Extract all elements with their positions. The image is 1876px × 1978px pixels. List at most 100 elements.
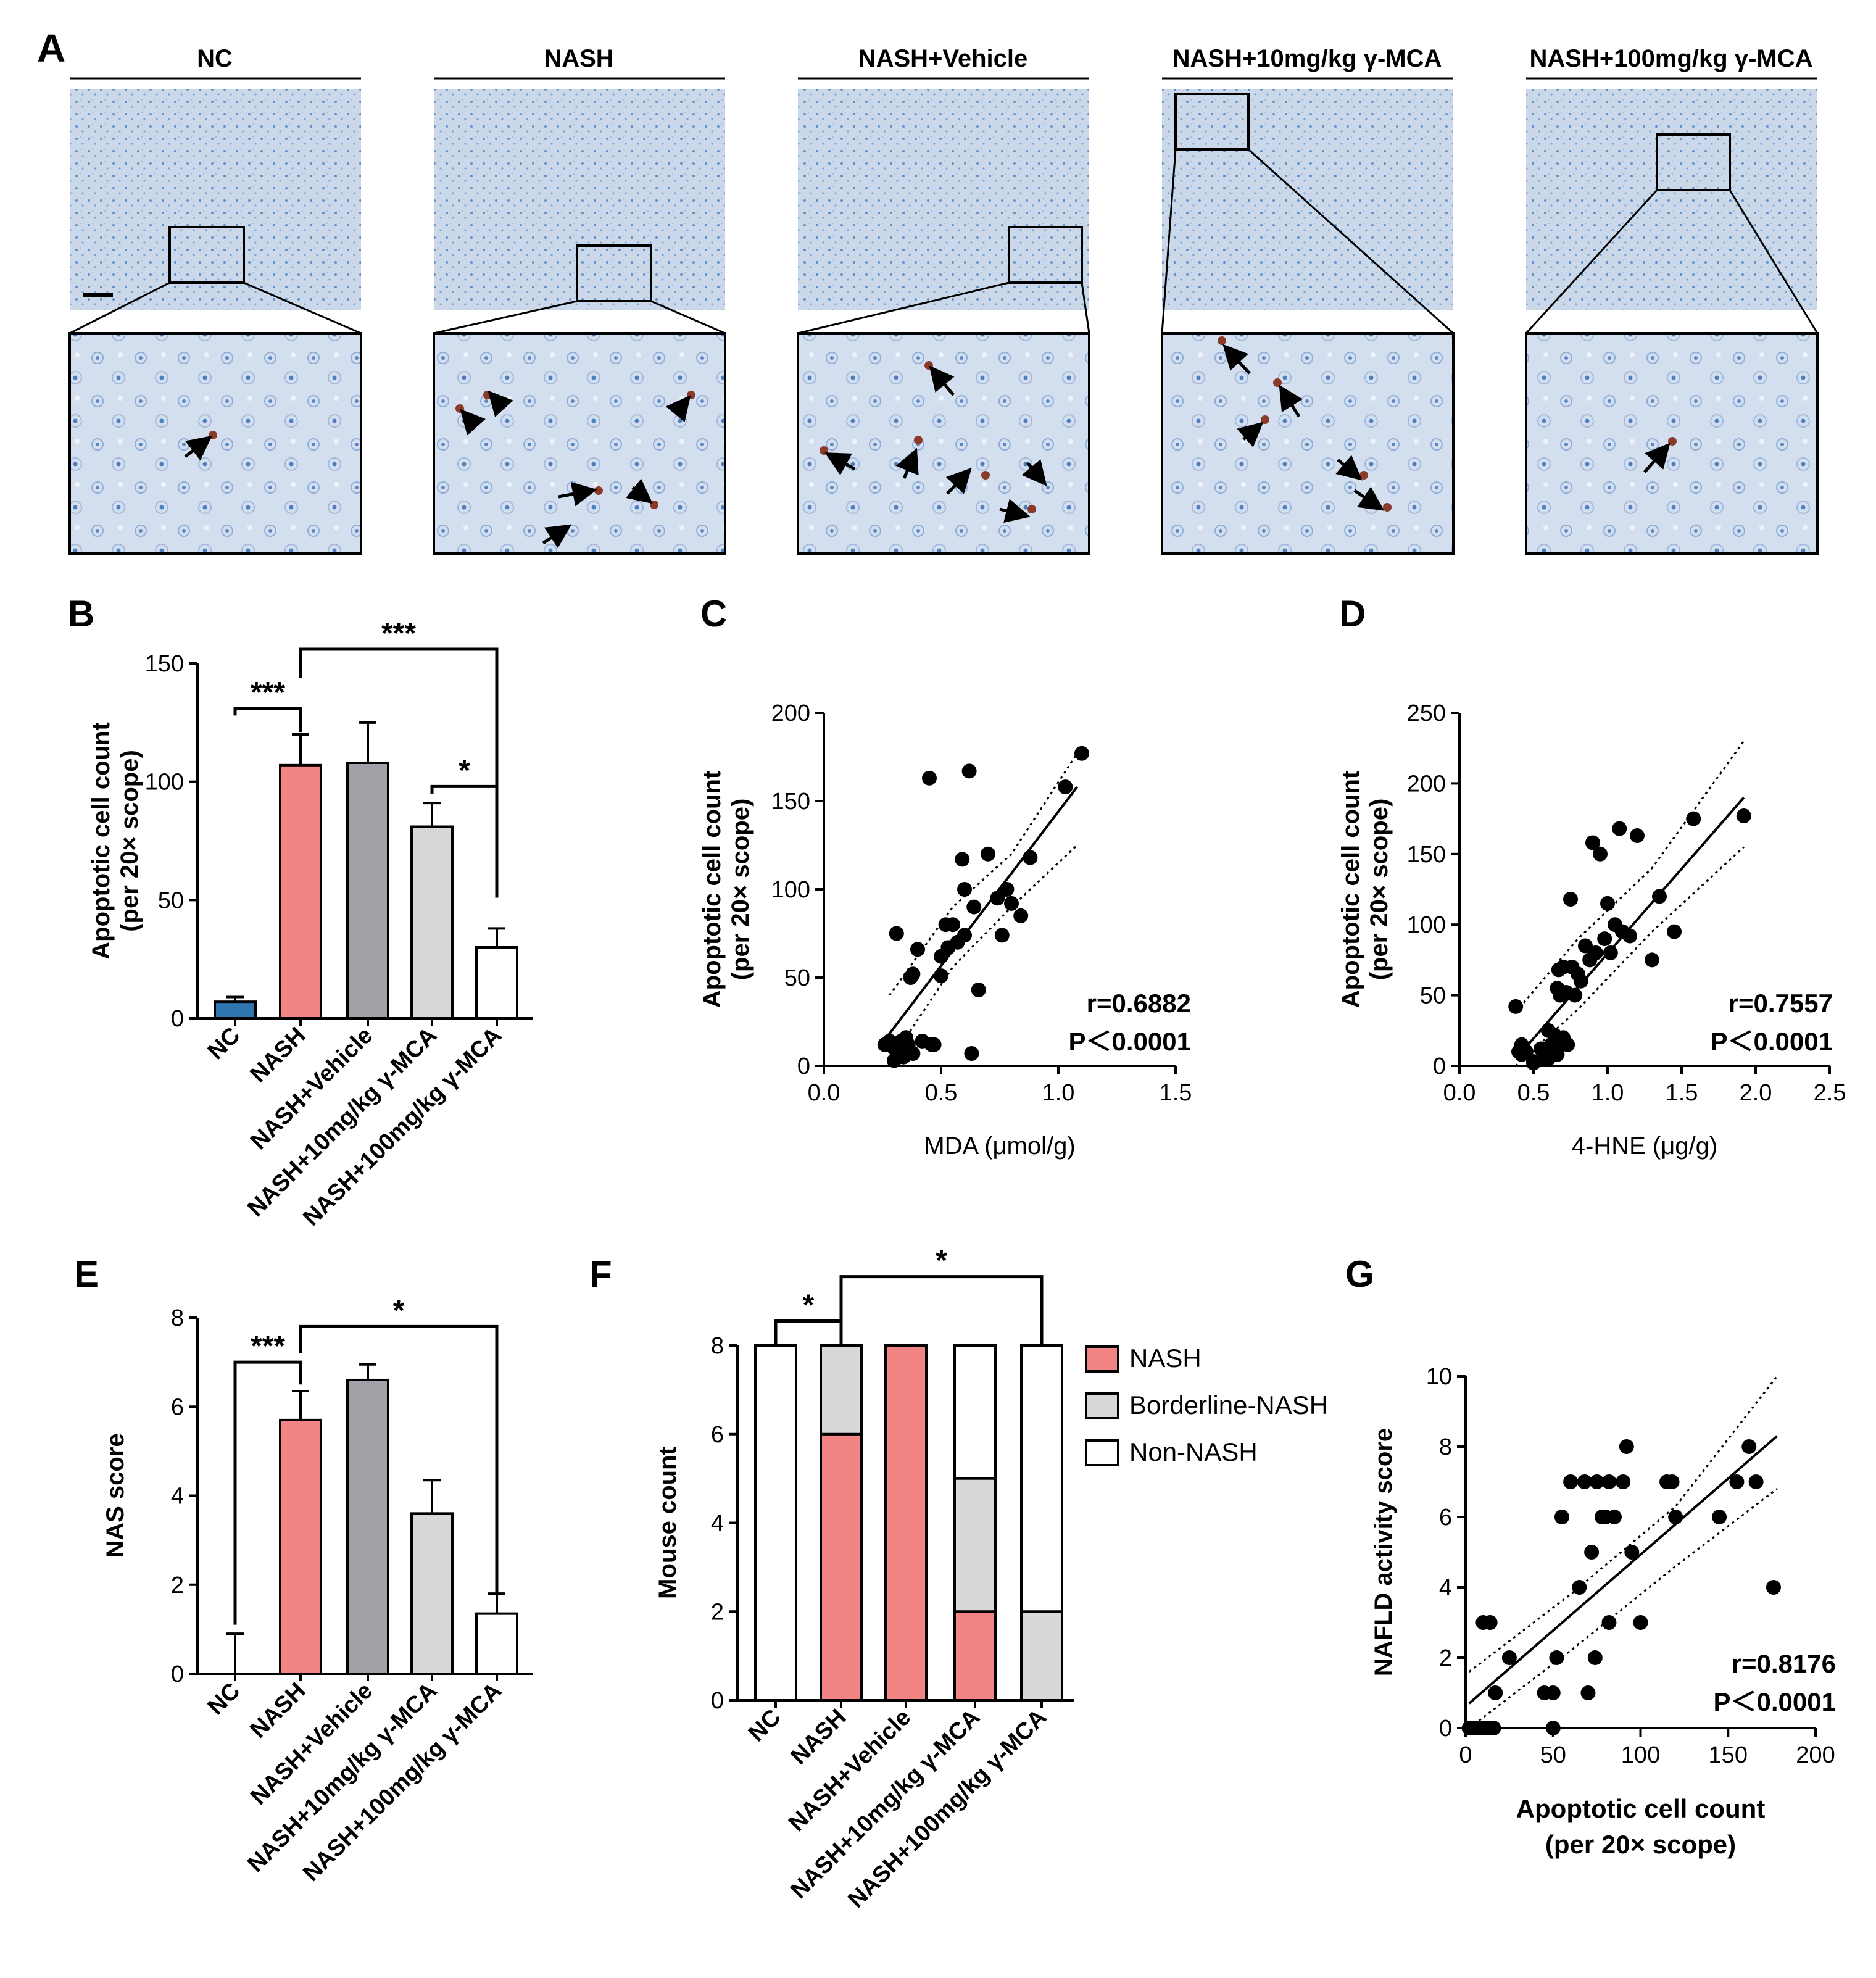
x-axis-label: 4-HNE (μg/g) bbox=[1572, 1132, 1717, 1160]
y-tick-label: 4 bbox=[1439, 1575, 1452, 1601]
data-point bbox=[1589, 1474, 1604, 1489]
zoom-box bbox=[576, 244, 652, 302]
group-title: NC bbox=[197, 45, 233, 72]
bar-segment bbox=[953, 1344, 997, 1480]
confidence-band-upper bbox=[1468, 1376, 1778, 1673]
data-point bbox=[966, 899, 982, 915]
data-point bbox=[1584, 1545, 1600, 1560]
data-point bbox=[1004, 896, 1019, 911]
data-point bbox=[934, 968, 948, 984]
data-point bbox=[1616, 1474, 1631, 1489]
confidence-band-lower bbox=[1468, 1488, 1778, 1729]
chart-g-nafld-scatter: 0 2 4 6 8 10 NAFLD activity score 0 50 100 150 200 A… bbox=[1370, 1364, 1836, 1859]
panel-label-d: D bbox=[1339, 593, 1366, 634]
significance-label: * bbox=[803, 1289, 815, 1321]
data-point bbox=[1013, 908, 1029, 923]
y-tick-label: 2 bbox=[171, 1573, 184, 1598]
group-title: NASH+Vehicle bbox=[858, 45, 1028, 72]
bar bbox=[475, 946, 518, 1020]
data-point bbox=[1597, 931, 1612, 947]
y-tick-label: 100 bbox=[1407, 912, 1446, 938]
data-point bbox=[999, 882, 1015, 897]
significance-bracket bbox=[430, 784, 499, 898]
data-point bbox=[1564, 959, 1580, 974]
panel-a: A NC NASH bbox=[37, 26, 1819, 555]
x-tick-label: 200 bbox=[1796, 1742, 1835, 1768]
y-tick-label: 10 bbox=[1426, 1364, 1452, 1390]
x-tick-label: 1.5 bbox=[1160, 1080, 1192, 1106]
histology-group-nash-vehicle: NASH+Vehicle bbox=[797, 45, 1090, 555]
data-point bbox=[957, 882, 972, 897]
bar bbox=[346, 1378, 389, 1676]
zoom-image bbox=[433, 332, 726, 555]
data-point bbox=[1488, 1685, 1503, 1700]
stat-r: r=0.6882 bbox=[1087, 989, 1191, 1018]
overview-image bbox=[1162, 89, 1453, 310]
group-title: NASH+10mg/kg γ-MCA bbox=[1172, 45, 1442, 72]
overview-image bbox=[798, 89, 1089, 310]
significance-bracket bbox=[233, 707, 302, 733]
x-tick-label: 0 bbox=[1459, 1742, 1472, 1768]
significance-label: * bbox=[936, 1245, 947, 1278]
y-tick-label: 6 bbox=[171, 1394, 184, 1420]
bar bbox=[410, 1512, 454, 1676]
data-point bbox=[1587, 1650, 1603, 1665]
data-point bbox=[1667, 924, 1682, 939]
y-axis-label: (per 20× scope) bbox=[727, 799, 754, 981]
overview-image bbox=[70, 89, 361, 310]
confidence-band-upper bbox=[1515, 740, 1745, 1013]
stat-p: P＜0.0001 bbox=[1069, 1027, 1191, 1056]
x-tick-label: 100 bbox=[1621, 1742, 1660, 1768]
data-point bbox=[1630, 828, 1645, 844]
data-point bbox=[1543, 1041, 1559, 1057]
data-point bbox=[1577, 1474, 1592, 1489]
zoom-image bbox=[797, 332, 1090, 555]
data-point bbox=[1668, 1510, 1683, 1524]
y-tick-label: 0 bbox=[171, 1006, 184, 1032]
data-point bbox=[1766, 1580, 1781, 1595]
data-point bbox=[1686, 811, 1701, 826]
bar-segment bbox=[884, 1344, 928, 1702]
histology-group-nash: NASH bbox=[433, 45, 726, 555]
y-tick-label: 100 bbox=[145, 770, 184, 796]
data-point bbox=[1580, 1685, 1596, 1700]
data-point bbox=[1560, 1037, 1575, 1052]
data-point bbox=[955, 852, 970, 867]
significance-bracket bbox=[774, 1319, 843, 1345]
group-title: NASH+100mg/kg γ-MCA bbox=[1529, 45, 1812, 72]
data-point bbox=[905, 1045, 921, 1061]
bar bbox=[214, 1000, 257, 1020]
data-point bbox=[994, 928, 1010, 943]
legend-label: Non-NASH bbox=[1129, 1437, 1258, 1466]
chart-d-4hne-scatter: 0 50 100 150 200 250 Apoptotic cell count (per … bbox=[1337, 700, 1846, 1160]
data-point bbox=[1736, 808, 1751, 824]
data-point bbox=[924, 1037, 939, 1052]
data-point bbox=[957, 928, 972, 943]
y-tick-label: 0 bbox=[1433, 1053, 1446, 1079]
category-label: NC bbox=[203, 1023, 246, 1065]
y-tick-label: 150 bbox=[145, 651, 184, 677]
y-tick-label: 50 bbox=[158, 887, 184, 913]
bar bbox=[475, 1612, 518, 1676]
data-point bbox=[1600, 896, 1615, 911]
scale-bar bbox=[83, 293, 113, 297]
data-point bbox=[964, 1045, 979, 1061]
y-tick-label: 150 bbox=[1407, 842, 1446, 868]
significance-bracket bbox=[233, 1360, 302, 1625]
x-tick-label: 0.0 bbox=[1443, 1080, 1476, 1106]
data-point bbox=[1601, 1474, 1617, 1489]
overview-image bbox=[1526, 89, 1817, 310]
significance-label: * bbox=[393, 1294, 405, 1327]
category-label: NASH bbox=[246, 1023, 311, 1088]
data-point bbox=[1514, 1047, 1529, 1062]
data-point bbox=[990, 891, 1005, 906]
data-point bbox=[1588, 945, 1603, 960]
data-point bbox=[945, 917, 960, 933]
stat-p: P＜0.0001 bbox=[1711, 1027, 1833, 1056]
y-axis-label: (per 20× scope) bbox=[116, 750, 143, 932]
data-point bbox=[1567, 987, 1583, 1003]
data-point bbox=[1563, 1474, 1579, 1489]
y-tick-label: 200 bbox=[1407, 771, 1446, 797]
y-tick-label: 8 bbox=[171, 1305, 184, 1331]
